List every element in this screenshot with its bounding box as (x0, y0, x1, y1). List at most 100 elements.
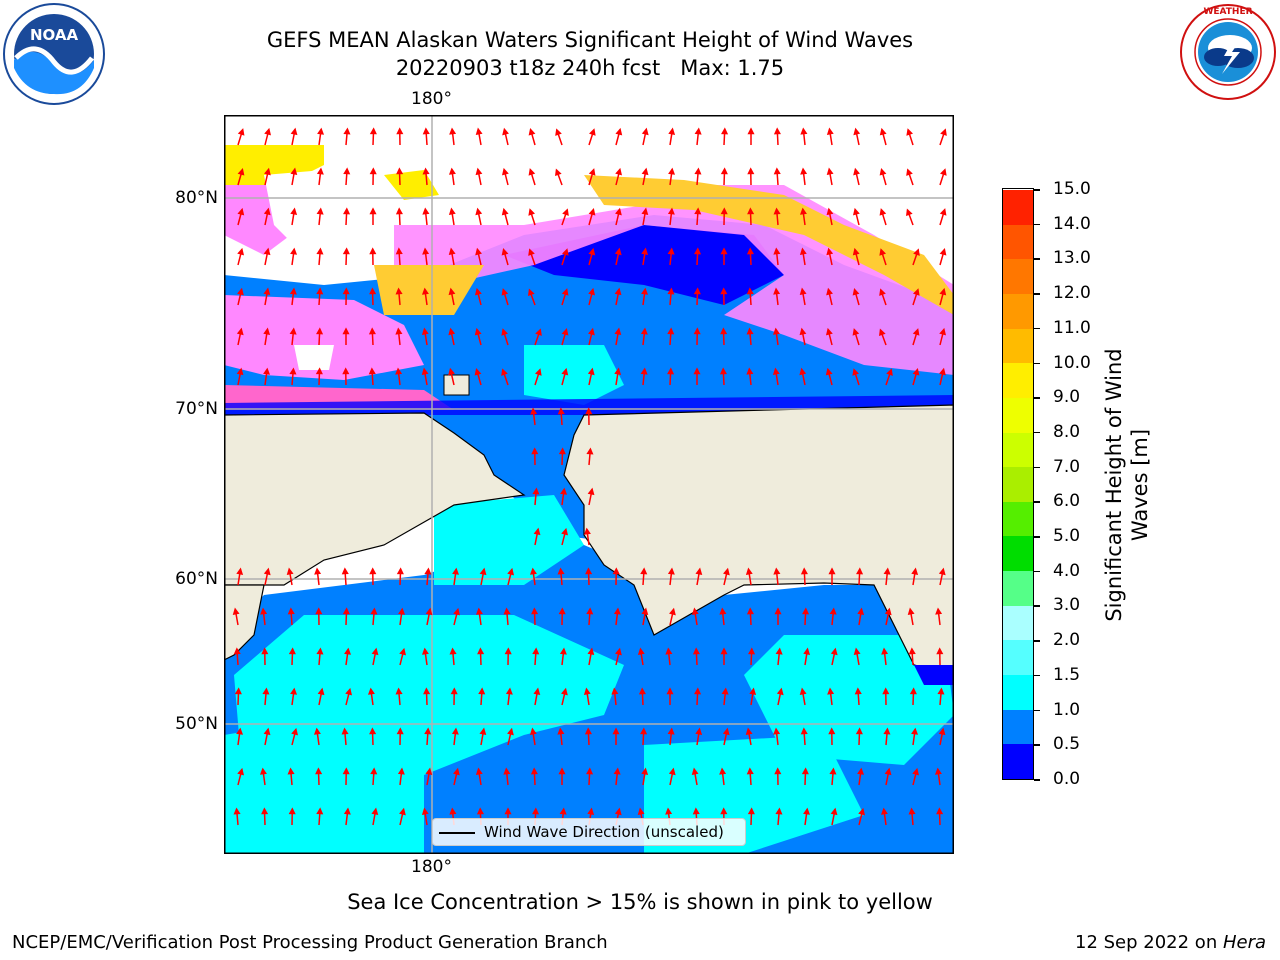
wave-direction-arrowhead (879, 328, 886, 337)
footer-date: 12 Sep 2022 on Hera (1075, 932, 1266, 953)
colorbar-tick-label: 0.0 (1053, 769, 1081, 789)
footer-machine: Hera (1222, 932, 1266, 953)
colorbar-segment (1003, 570, 1033, 606)
wave-direction-arrowhead (584, 727, 592, 735)
wave-direction-arrowhead (852, 288, 860, 296)
wave-direction-arrowhead (289, 327, 297, 335)
wave-direction-arrowhead (667, 287, 675, 295)
wave-direction-arrowhead (451, 727, 459, 735)
colorbar-segment (1003, 258, 1033, 294)
map-legend: Wind Wave Direction (unscaled) (432, 818, 746, 846)
wave-direction-arrowhead (342, 327, 350, 335)
wave-direction-arrowhead (773, 127, 781, 135)
wave-direction-arrowhead (908, 807, 916, 815)
wave-direction-arrowhead (423, 687, 431, 695)
wave-direction-arrowhead (505, 687, 513, 695)
wave-direction-arrowhead (343, 127, 351, 135)
wave-direction-arrowhead (395, 367, 403, 375)
wave-direction-arrowhead (448, 247, 456, 255)
wave-direction-arrowhead (263, 207, 271, 216)
wave-direction-arrowhead (615, 167, 623, 176)
wave-direction-arrowhead (425, 607, 433, 616)
wave-direction-arrowhead (775, 647, 783, 655)
wave-direction-arrowhead (693, 327, 701, 335)
wave-direction-arrowhead (341, 567, 349, 575)
wave-direction-arrowhead (397, 767, 405, 775)
footer-branch: NCEP/EMC/Verification Post Processing Pr… (12, 932, 608, 953)
wave-direction-arrowhead (911, 727, 919, 735)
wave-direction-arrowhead (562, 248, 569, 256)
wave-direction-arrowhead (583, 687, 591, 695)
colorbar-segment (1003, 328, 1033, 364)
wave-direction-arrowhead (368, 327, 376, 335)
colorbar-segment (1003, 743, 1033, 779)
wave-direction-arrowhead (501, 248, 509, 256)
wave-direction-arrowhead (342, 367, 350, 375)
colorbar-tick-mark (1034, 223, 1040, 226)
wave-direction-arrowhead (773, 567, 781, 575)
wave-direction-arrowhead (826, 207, 834, 216)
wave-direction-arrowhead (316, 327, 324, 335)
wave-direction-arrowhead (721, 687, 729, 695)
wave-direction-arrowhead (695, 727, 703, 735)
wave-direction-arrowhead (909, 687, 917, 695)
wave-direction-arrowhead (503, 607, 511, 615)
colorbar-segment (1003, 466, 1033, 502)
wave-direction-arrowhead (558, 767, 566, 775)
colorbar-segment (1003, 709, 1033, 745)
colorbar-tick-mark (1034, 501, 1040, 503)
colorbar-label: Significant Height of Wind Waves [m] (1102, 348, 1152, 622)
colorbar (1002, 188, 1034, 780)
wave-direction-arrowhead (313, 727, 321, 735)
wave-direction-arrowhead (263, 287, 271, 295)
wave-direction-arrowhead (507, 727, 514, 736)
wave-direction-arrowhead (852, 368, 859, 376)
wave-direction-arrowhead (479, 727, 487, 735)
wave-direction-arrowhead (535, 328, 542, 336)
wave-direction-arrowhead (343, 167, 351, 175)
wave-direction-arrowhead (237, 168, 245, 176)
wave-direction-arrowhead (341, 727, 349, 735)
colorbar-tick-mark (1034, 605, 1040, 607)
wave-direction-arrowhead (668, 167, 676, 175)
colorbar-tick-mark (1034, 397, 1040, 399)
wave-direction-arrowhead (344, 647, 352, 655)
wave-direction-arrowhead (853, 127, 861, 136)
wave-direction-arrowhead (290, 127, 298, 136)
wave-direction-arrowhead (316, 167, 324, 175)
wave-direction-arrowhead (533, 687, 541, 695)
colorbar-tick-label: 8.0 (1053, 421, 1081, 442)
wave-direction-arrowhead (939, 367, 946, 376)
wave-direction-arrowhead (641, 247, 649, 255)
colorbar-segment (1003, 362, 1033, 398)
wave-direction-arrowhead (746, 327, 754, 335)
wave-direction-arrowhead (829, 767, 837, 775)
wave-direction-arrowhead (261, 647, 269, 655)
wave-direction-arrowhead (532, 647, 540, 655)
wave-direction-arrowhead (421, 807, 429, 815)
wave-direction-arrowhead (614, 327, 622, 335)
svg-text:NOAA: NOAA (30, 26, 79, 44)
colorbar-tick-label: 6.0 (1053, 491, 1081, 512)
wave-direction-arrowhead (749, 687, 757, 695)
colorbar-segment (1003, 501, 1033, 537)
wave-direction-arrowhead (449, 807, 457, 815)
wave-direction-arrowhead (475, 207, 483, 216)
wave-direction-arrowhead (501, 288, 509, 296)
colorbar-tick-label: 5.0 (1053, 526, 1081, 547)
wave-direction-arrowhead (746, 767, 754, 775)
lat-label-50: 50°N (175, 714, 218, 734)
wave-direction-arrowhead (638, 687, 646, 695)
wave-direction-arrowhead (399, 647, 407, 656)
wave-direction-arrowhead (531, 607, 539, 615)
wave-direction-arrowhead (368, 367, 376, 375)
colorbar-tick-mark (1034, 327, 1040, 330)
wave-direction-arrowhead (317, 687, 325, 696)
wave-direction-arrowhead (800, 727, 808, 735)
wave-direction-arrowhead (612, 727, 620, 735)
wave-direction-arrowhead (611, 687, 619, 695)
wave-direction-arrowhead (287, 767, 295, 775)
wave-direction-arrowhead (316, 247, 324, 255)
wave-direction-arrowhead (691, 607, 699, 615)
wave-direction-arrowhead (879, 127, 887, 136)
